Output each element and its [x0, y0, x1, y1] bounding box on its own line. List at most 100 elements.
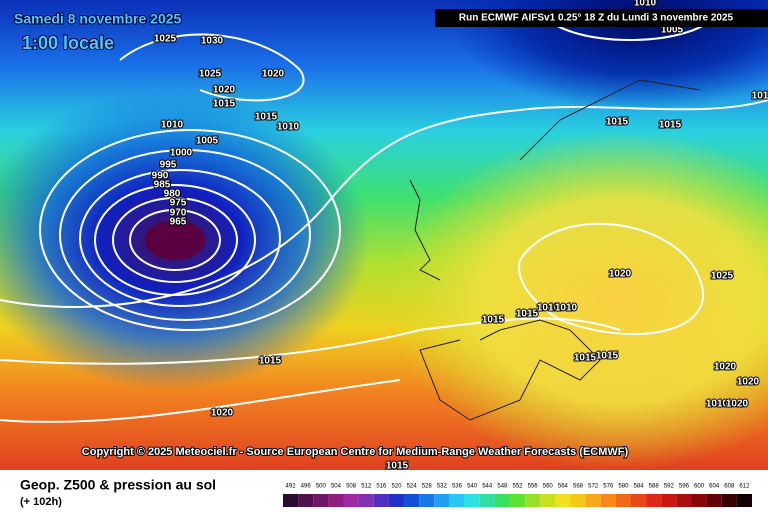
colorbar-label: 536	[452, 484, 463, 490]
colorbar-label: 492	[286, 484, 297, 490]
colorbar-swatch	[328, 494, 344, 507]
isobar-label: 990	[152, 171, 169, 182]
colorbar-swatch	[358, 494, 374, 507]
colorbar-label: 520	[391, 484, 402, 490]
colorbar-label: 588	[649, 484, 660, 490]
isobar-label: 1000	[170, 148, 193, 159]
colorbar-swatch	[464, 494, 480, 507]
isobar-label: 1015	[606, 117, 629, 128]
local-time: 1:00 locale	[22, 33, 114, 53]
isobar-label: 1010	[555, 303, 578, 314]
colorbar-swatch	[283, 494, 299, 507]
isobar-label: 101	[752, 91, 768, 102]
isobar-label: 1010	[706, 399, 729, 410]
colorbar-swatch	[615, 494, 631, 507]
ridge	[390, 130, 768, 470]
isobar-label: 1005	[196, 136, 219, 147]
colorbar-swatch	[706, 494, 722, 507]
colorbar-label: 528	[422, 484, 433, 490]
colorbar-label: 508	[346, 484, 357, 490]
isobar-label: 1015	[659, 120, 682, 131]
colorbar-swatch	[570, 494, 586, 507]
colorbar-label: 576	[603, 484, 614, 490]
low-core	[145, 220, 205, 260]
colorbar-label: 568	[573, 484, 584, 490]
isobar-label: 1010	[634, 0, 657, 9]
run-info: Run ECMWF AIFSv1 0.25° 18 Z du Lundi 3 n…	[459, 13, 734, 24]
colorbar-swatch	[721, 494, 737, 507]
colorbar-label: 496	[301, 484, 312, 490]
colorbar-swatch	[540, 494, 556, 507]
colorbar-swatch	[298, 494, 314, 507]
colorbar-swatch	[736, 494, 752, 507]
colorbar-swatch	[419, 494, 435, 507]
isobar-label: 1020	[609, 269, 632, 280]
isobar-label: 965	[170, 217, 187, 228]
isobar-label: 1010	[161, 120, 184, 131]
colorbar-label: 580	[618, 484, 629, 490]
isobar-label: 995	[160, 160, 177, 171]
isobar-label: 1020	[726, 399, 749, 410]
isobar-label: 1025	[199, 69, 222, 80]
isobar-label: 980	[164, 189, 181, 200]
isobar-label: 1020	[737, 377, 760, 388]
isobar-label: 1015	[516, 309, 539, 320]
isobar-label: 1015	[213, 99, 236, 110]
coastlines	[409, 79, 701, 421]
isobar-label: 1015	[259, 356, 282, 367]
colorbar-label: 572	[588, 484, 599, 490]
colorbar-swatch	[343, 494, 359, 507]
colorbar-swatch	[404, 494, 420, 507]
colorbar-swatch	[600, 494, 616, 507]
footer-lead: (+ 102h)	[20, 496, 62, 508]
colorbar-label: 608	[724, 484, 735, 490]
isobar-label: 985	[154, 180, 171, 191]
trough	[450, 0, 768, 110]
isobar-label: 1020	[211, 408, 234, 419]
isobar-label: 1015	[574, 353, 597, 364]
isobar-label: 1025	[154, 34, 177, 45]
colorbar-label: 548	[497, 484, 508, 490]
colorbar-swatch	[479, 494, 495, 507]
colorbar-swatch	[373, 494, 389, 507]
colorbar-label: 564	[558, 484, 569, 490]
colorbar-swatch	[661, 494, 677, 507]
colorbar: 492 496 500 504 508 512 516 520 524 528 532 536 540 5…	[283, 484, 752, 507]
colorbar-swatch	[509, 494, 526, 507]
isobar-label: 1025	[711, 271, 734, 282]
isobar-label: 1015	[386, 461, 409, 472]
colorbar-label: 500	[316, 484, 327, 490]
colorbar-label: 556	[528, 484, 539, 490]
colorbar-label: 596	[679, 484, 690, 490]
colorbar-label: 560	[543, 484, 554, 490]
isobar-label: 1020	[213, 85, 236, 96]
colorbar-label: 516	[376, 484, 387, 490]
colorbar-label: 612	[739, 484, 750, 490]
colorbar-label: 512	[361, 484, 372, 490]
colorbar-label: 552	[512, 484, 523, 490]
colorbar-label: 600	[694, 484, 705, 490]
colorbar-label: 540	[467, 484, 478, 490]
colorbar-swatch	[676, 494, 692, 507]
isobar-label: 1020	[262, 69, 285, 80]
colorbar-label: 604	[709, 484, 720, 490]
colorbar-swatch	[434, 494, 450, 507]
isobar-label: 1010	[537, 303, 560, 314]
run-bar	[435, 9, 768, 27]
colorbar-swatch	[494, 494, 510, 507]
colorbar-label: 544	[482, 484, 493, 490]
copyright: Copyright © 2025 Meteociel.fr - Source E…	[82, 446, 629, 458]
colorbar-swatch	[585, 494, 601, 507]
colorbar-swatch	[525, 494, 541, 507]
colorbar-label: 584	[634, 484, 645, 490]
isobar-label: 1015	[255, 112, 278, 123]
colorbar-swatch	[555, 494, 571, 507]
colorbar-label: 592	[664, 484, 675, 490]
isobar-label: 975	[170, 198, 187, 209]
isobar-label: 1030	[201, 36, 224, 47]
isobar-label: 1015	[596, 351, 619, 362]
colorbar-swatch	[313, 494, 329, 507]
